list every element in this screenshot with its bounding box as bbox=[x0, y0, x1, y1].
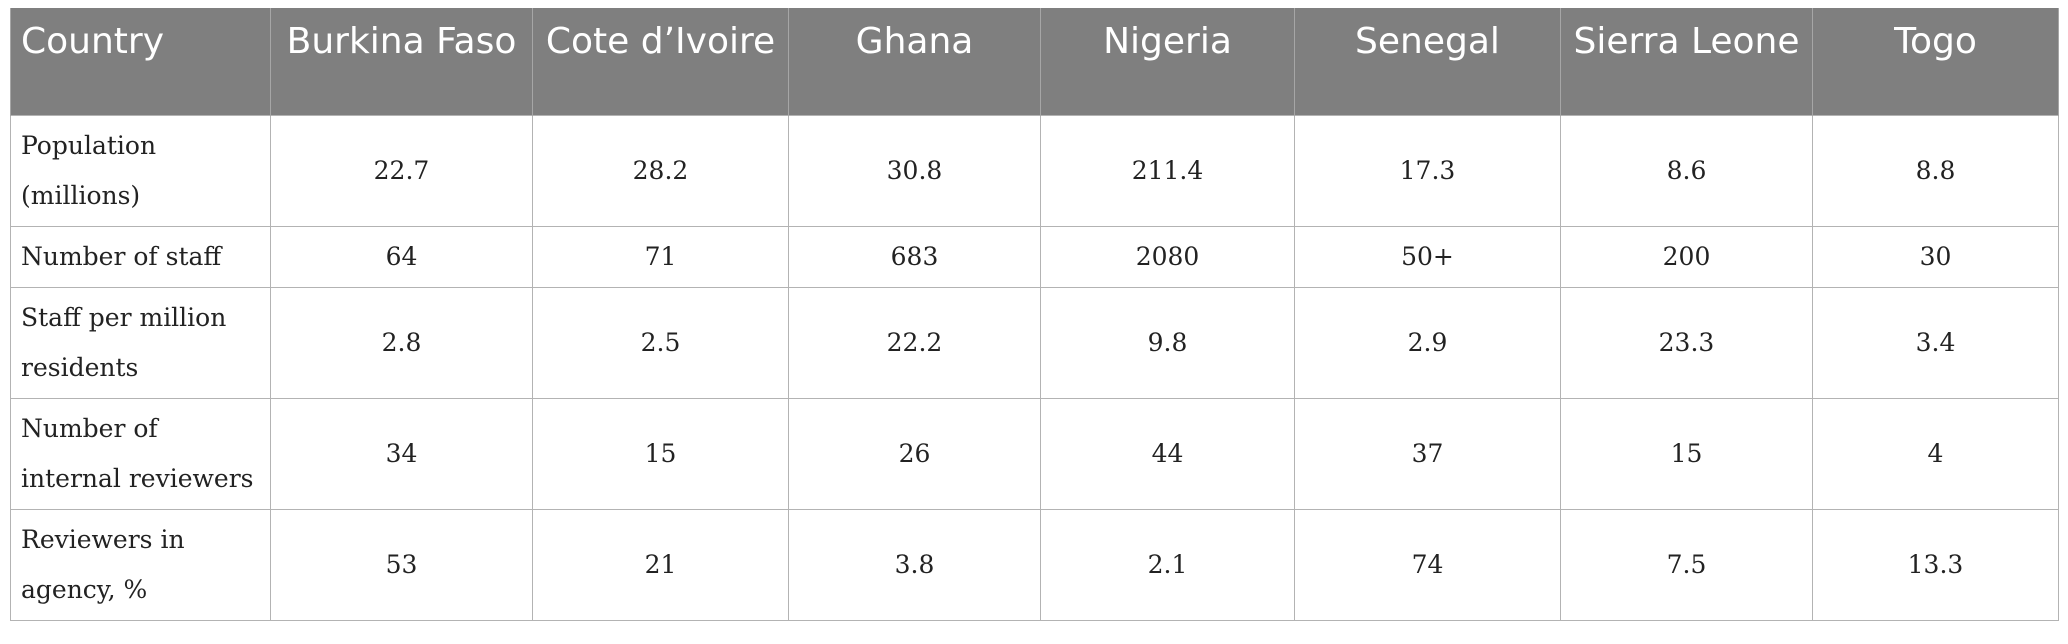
table-cell: 28.2 bbox=[532, 114, 789, 227]
table-cell: 44 bbox=[1040, 397, 1295, 510]
header-row: Country Burkina Faso Cote d’Ivoire Ghana… bbox=[10, 8, 2059, 115]
row-label: Staff per million residents bbox=[10, 286, 271, 399]
table-cell: 13.3 bbox=[1812, 508, 2059, 621]
country-comparison-table: Country Burkina Faso Cote d’Ivoire Ghana… bbox=[10, 8, 2059, 621]
table-cell: 2080 bbox=[1040, 225, 1295, 288]
table-cell: 34 bbox=[270, 397, 533, 510]
table-cell: 15 bbox=[532, 397, 789, 510]
table-row-internal-reviewers: Number of internal reviewers 34 15 26 44… bbox=[10, 397, 2059, 510]
table-cell: 8.8 bbox=[1812, 114, 2059, 227]
header-cote-divoire: Cote d’Ivoire bbox=[532, 8, 789, 115]
row-label: Reviewers in agency, % bbox=[10, 508, 271, 621]
table-cell: 3.4 bbox=[1812, 286, 2059, 399]
header-nigeria: Nigeria bbox=[1040, 8, 1295, 115]
table-row-reviewers-in-agency: Reviewers in agency, % 53 21 3.8 2.1 74 … bbox=[10, 508, 2059, 621]
table-cell: 53 bbox=[270, 508, 533, 621]
table-cell: 26 bbox=[788, 397, 1041, 510]
table-cell: 74 bbox=[1294, 508, 1561, 621]
data-table-container: Country Burkina Faso Cote d’Ivoire Ghana… bbox=[10, 8, 2059, 621]
table-cell: 22.7 bbox=[270, 114, 533, 227]
table-cell: 683 bbox=[788, 225, 1041, 288]
table-cell: 17.3 bbox=[1294, 114, 1561, 227]
header-togo: Togo bbox=[1812, 8, 2059, 115]
header-ghana: Ghana bbox=[788, 8, 1041, 115]
table-cell: 3.8 bbox=[788, 508, 1041, 621]
table-cell: 21 bbox=[532, 508, 789, 621]
table-cell: 9.8 bbox=[1040, 286, 1295, 399]
table-cell: 8.6 bbox=[1560, 114, 1813, 227]
table-cell: 37 bbox=[1294, 397, 1561, 510]
table-cell: 30.8 bbox=[788, 114, 1041, 227]
table-cell: 50+ bbox=[1294, 225, 1561, 288]
header-sierra-leone: Sierra Leone bbox=[1560, 8, 1813, 115]
row-label: Number of staff bbox=[10, 225, 271, 288]
table-cell: 211.4 bbox=[1040, 114, 1295, 227]
table-cell: 23.3 bbox=[1560, 286, 1813, 399]
table-cell: 64 bbox=[270, 225, 533, 288]
table-cell: 15 bbox=[1560, 397, 1813, 510]
table-cell: 71 bbox=[532, 225, 789, 288]
table-row-population: Population (millions) 22.7 28.2 30.8 211… bbox=[10, 114, 2059, 227]
table-cell: 2.9 bbox=[1294, 286, 1561, 399]
table-cell: 2.5 bbox=[532, 286, 789, 399]
table-row-number-of-staff: Number of staff 64 71 683 2080 50+ 200 3… bbox=[10, 225, 2059, 288]
table-cell: 2.8 bbox=[270, 286, 533, 399]
table-cell: 4 bbox=[1812, 397, 2059, 510]
table-row-staff-per-million: Staff per million residents 2.8 2.5 22.2… bbox=[10, 286, 2059, 399]
row-label: Number of internal reviewers bbox=[10, 397, 271, 510]
table-cell: 7.5 bbox=[1560, 508, 1813, 621]
header-country: Country bbox=[10, 8, 271, 115]
table-cell: 2.1 bbox=[1040, 508, 1295, 621]
table-cell: 200 bbox=[1560, 225, 1813, 288]
row-label: Population (millions) bbox=[10, 114, 271, 227]
header-burkina-faso: Burkina Faso bbox=[270, 8, 533, 115]
table-cell: 30 bbox=[1812, 225, 2059, 288]
header-senegal: Senegal bbox=[1294, 8, 1561, 115]
table-cell: 22.2 bbox=[788, 286, 1041, 399]
